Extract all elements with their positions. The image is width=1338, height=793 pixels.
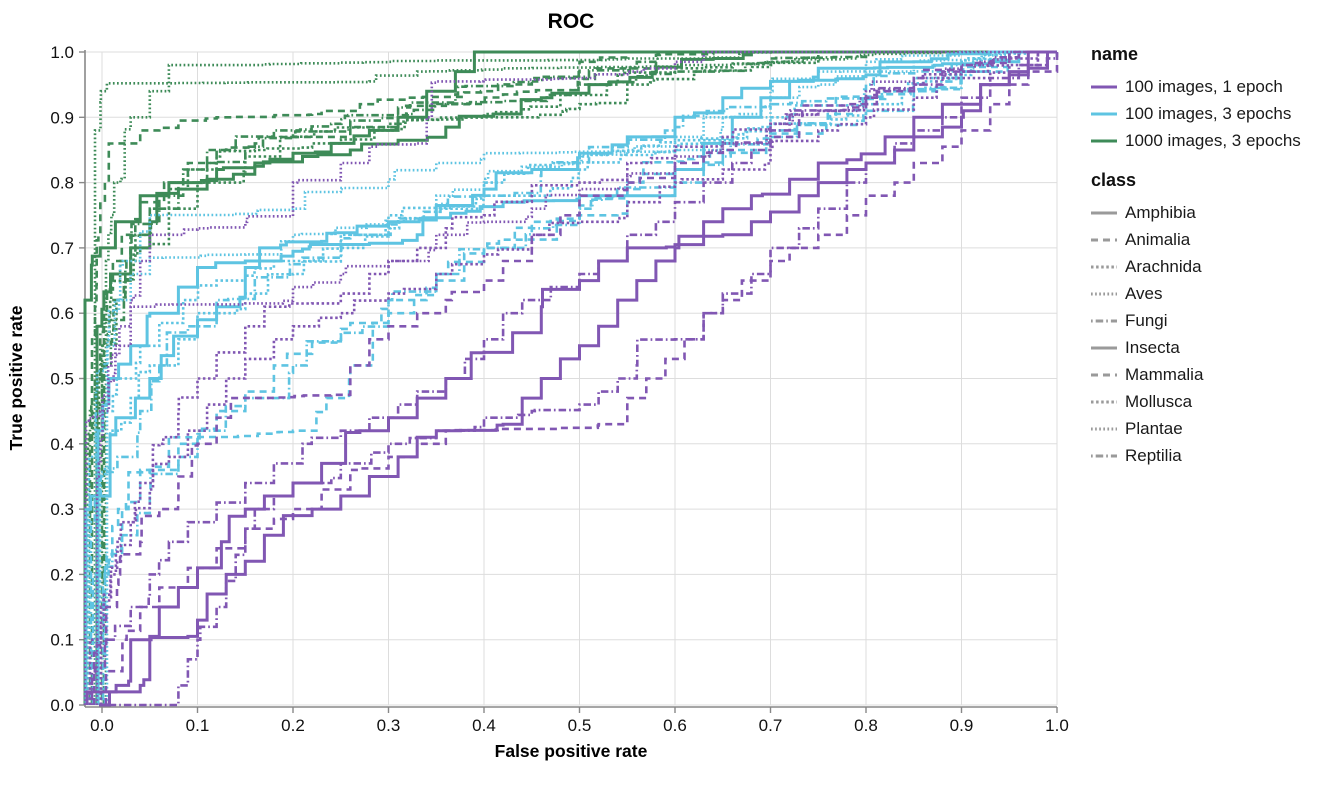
legend-swatch-line: [1091, 292, 1117, 295]
roc-curve-arachnida-10003: [97, 50, 1057, 705]
x-tick-label: 0.1: [186, 716, 210, 735]
roc-curve-animalia-1001: [92, 50, 1057, 705]
legend-item-aves-label: Aves: [1125, 283, 1163, 303]
legend-item-amphibia-label: Amphibia: [1125, 202, 1196, 222]
roc-curve-mollusca-10003: [86, 50, 1057, 705]
legend-swatch-line: [1091, 319, 1117, 322]
x-axis-title: False positive rate: [495, 741, 648, 761]
legend-name-items: 100 images, 1 epoch 100 images, 3 epochs 1…: [1091, 73, 1331, 154]
y-tick-label: 1.0: [50, 43, 74, 62]
roc-curve-plantae-1001: [95, 50, 1057, 705]
legend-name-title: name: [1091, 44, 1139, 64]
legend-swatch-line: [1091, 85, 1117, 88]
legend-item-amphibia: Amphibia: [1091, 199, 1331, 226]
legend-swatch-line: [1091, 265, 1117, 268]
legend-item-1000-images-3-epochs-label: 1000 images, 3 epochs: [1125, 130, 1301, 150]
y-tick-label: 0.3: [50, 500, 74, 519]
roc-curve-mammalia-1003: [103, 50, 1057, 705]
legend-swatch-line: [1091, 139, 1117, 142]
chart-title: ROC: [548, 10, 595, 33]
roc-curve-amphibia-1003: [84, 50, 1057, 705]
legend-item-plantae: Plantae: [1091, 415, 1331, 442]
roc-curve-aves-1003: [105, 50, 1057, 705]
roc-curve-fungi-1001: [90, 50, 1057, 705]
legend-item-100-images-3-epochs: 100 images, 3 epochs: [1091, 100, 1331, 127]
y-tick-label: 0.0: [50, 696, 74, 715]
legend-swatch-line: [1091, 211, 1117, 214]
y-tick-label: 0.9: [50, 108, 74, 127]
x-tick-label: 0.7: [759, 716, 783, 735]
x-tick-label: 0.4: [472, 716, 496, 735]
y-tick-label: 0.1: [50, 631, 74, 650]
y-tick-label: 0.5: [50, 370, 74, 389]
roc-curve-reptilia-1003: [101, 50, 1057, 705]
roc-curve-amphibia-10003: [83, 50, 1057, 705]
x-tick-label: 0.6: [663, 716, 687, 735]
y-tick-label: 0.2: [50, 565, 74, 584]
roc-curve-reptilia-10003: [100, 50, 1057, 705]
legend-item-arachnida: Arachnida: [1091, 253, 1331, 280]
x-tick-label: 0.3: [377, 716, 401, 735]
y-tick-label: 0.7: [50, 239, 74, 258]
legend-item-100-images-1-epoch: 100 images, 1 epoch: [1091, 73, 1331, 100]
legend-item-animalia-label: Animalia: [1125, 229, 1191, 249]
roc-curve-arachnida-1001: [99, 50, 1057, 705]
legend-item-plantae-label: Plantae: [1125, 418, 1183, 438]
legend-swatch-line: [1091, 112, 1117, 115]
roc-curve-insecta-1001: [99, 50, 1057, 707]
legend-item-1000-images-3-epochs: 1000 images, 3 epochs: [1091, 127, 1331, 154]
x-tick-label: 1.0: [1045, 716, 1069, 735]
legend-swatch-line: [1091, 238, 1117, 241]
x-tick-label: 0.5: [568, 716, 592, 735]
roc-curve-amphibia-1001: [85, 50, 1057, 705]
legend-item-100-images-3-epochs-label: 100 images, 3 epochs: [1125, 103, 1292, 123]
y-tick-label: 0.8: [50, 174, 74, 193]
legend-class-items: Amphibia Animalia Arachnida Aves Fungi Insect…: [1091, 199, 1331, 469]
legend-item-aves: Aves: [1091, 280, 1331, 307]
legend-swatch-line: [1091, 373, 1117, 376]
legend-item-insecta-label: Insecta: [1125, 337, 1180, 357]
legend-item-fungi-label: Fungi: [1125, 310, 1168, 330]
x-tick-label: 0.9: [950, 716, 974, 735]
legend-item-fungi: Fungi: [1091, 307, 1331, 334]
roc-curve-animalia-10003: [90, 50, 1057, 705]
legend-item-mollusca: Mollusca: [1091, 388, 1331, 415]
roc-curve-mammalia-1001: [104, 52, 1059, 705]
roc-curve-plantae-1003: [94, 50, 1057, 705]
legend-item-reptilia-label: Reptilia: [1125, 445, 1182, 465]
legend-item-mollusca-label: Mollusca: [1125, 391, 1193, 411]
legend-item-100-images-1-epoch-label: 100 images, 1 epoch: [1125, 76, 1283, 96]
roc-curve-reptilia-1001: [104, 52, 1059, 707]
roc-curves: [83, 50, 1059, 707]
roc-curve-animalia-1003: [91, 50, 1057, 705]
legend-item-mammalia-label: Mammalia: [1125, 364, 1204, 384]
roc-curve-aves-1001: [83, 50, 1057, 705]
legend-item-insecta: Insecta: [1091, 334, 1331, 361]
legend-swatch-line: [1091, 400, 1117, 403]
x-tick-label: 0.8: [854, 716, 878, 735]
legend-swatch-line: [1091, 454, 1117, 457]
legend-class-title: class: [1091, 170, 1137, 190]
legend-item-arachnida-label: Arachnida: [1125, 256, 1202, 276]
x-tick-label: 0.0: [90, 716, 114, 735]
legend-swatch-line: [1091, 427, 1117, 430]
roc-curve-mollusca-1001: [88, 50, 1057, 705]
y-tick-label: 0.4: [50, 435, 74, 454]
x-tick-label: 0.2: [281, 716, 305, 735]
y-tick-label: 0.6: [50, 304, 74, 323]
legend-item-mammalia: Mammalia: [1091, 361, 1331, 388]
roc-curve-plantae-10003: [93, 50, 1057, 705]
legend-item-reptilia: Reptilia: [1091, 442, 1331, 469]
legend: name 100 images, 1 epoch 100 images, 3 ep…: [1091, 44, 1331, 469]
legend-swatch-line: [1091, 346, 1117, 349]
roc-curve-arachnida-1003: [98, 50, 1057, 705]
legend-item-animalia: Animalia: [1091, 226, 1331, 253]
y-axis-title: True positive rate: [6, 305, 26, 450]
axes: 0.0 0.1 0.2 0.3 0.4 0.5 0.6 0.7 0.8 0.9 1.0 0.0 0.1 0…: [50, 43, 1068, 735]
